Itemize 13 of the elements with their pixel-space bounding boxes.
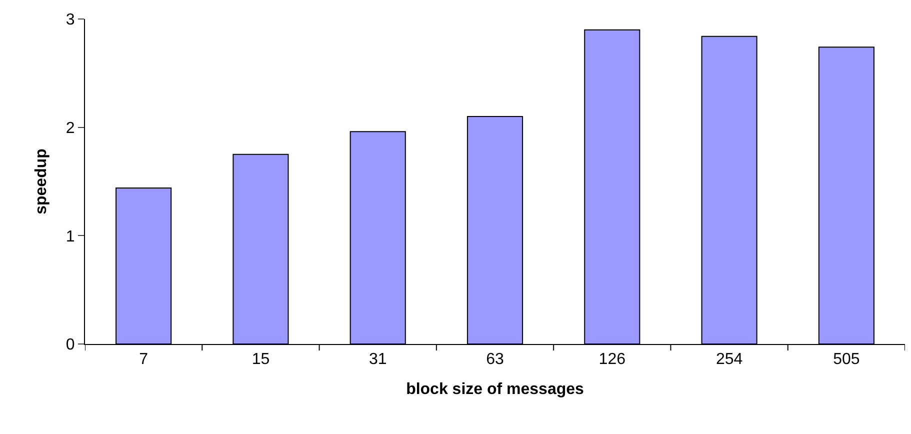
x-tick-label: 7 bbox=[139, 351, 148, 368]
y-tick-label: 3 bbox=[66, 12, 75, 29]
x-tick-label: 15 bbox=[252, 351, 270, 368]
x-tick-label: 31 bbox=[368, 351, 387, 368]
y-tick-label: 2 bbox=[66, 120, 75, 137]
x-tick-label: 126 bbox=[598, 351, 626, 368]
x-tick-label: 63 bbox=[486, 351, 504, 368]
x-tick-label: 254 bbox=[716, 351, 743, 368]
y-axis-title: speedup bbox=[32, 148, 50, 214]
y-tick-label: 0 bbox=[66, 336, 75, 354]
x-tick-label: 505 bbox=[833, 351, 860, 368]
y-tick-label: 1 bbox=[66, 228, 75, 246]
x-axis-title: block size of messages bbox=[406, 380, 584, 398]
